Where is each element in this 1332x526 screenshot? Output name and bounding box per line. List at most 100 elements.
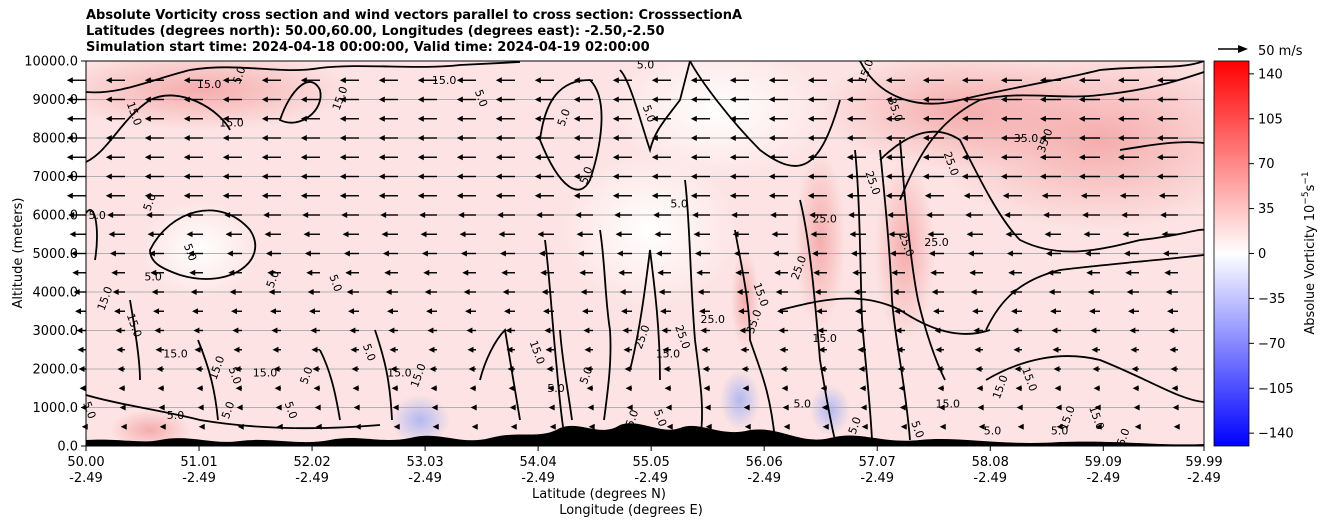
- wind-vector: [1014, 366, 1022, 372]
- colorbar-label-unit-exp: −1: [1301, 171, 1311, 184]
- contour-label-57: 5.0: [547, 382, 565, 395]
- wind-vector: [300, 192, 320, 199]
- wind-vector: [502, 289, 515, 295]
- contour-label-32: 5.0: [226, 365, 244, 386]
- wind-vector: [465, 308, 476, 315]
- wind-vector: [651, 96, 671, 103]
- wind-vector: [978, 423, 985, 430]
- wind-vector: [651, 135, 671, 141]
- wind-vector: [548, 404, 555, 411]
- wind-vector: [963, 192, 983, 199]
- wind-vectors: [66, 77, 1180, 430]
- wind-vector: [621, 308, 632, 315]
- wind-vector: [105, 77, 125, 84]
- wind-vector: [495, 77, 515, 84]
- wind-vector: [417, 173, 437, 180]
- wind-vector: [222, 77, 242, 84]
- wind-vector: [222, 135, 242, 141]
- contour-label-52: 5.0: [1114, 427, 1132, 448]
- wind-vector: [972, 308, 983, 315]
- wind-vector: [651, 154, 671, 161]
- wind-vector: [393, 423, 400, 430]
- wind-vector: [348, 308, 359, 315]
- wind-vector: [690, 192, 710, 199]
- x-tick-lon-0: -2.49: [69, 471, 103, 486]
- contour-label-22: 5.0: [577, 165, 595, 186]
- wind-vector: [193, 327, 203, 334]
- wind-vector: [692, 212, 710, 218]
- wind-vector: [273, 366, 281, 372]
- wind-vector: [183, 173, 203, 180]
- wind-vector: [965, 212, 983, 218]
- wind-vector: [1000, 77, 1022, 84]
- colorbar-label: Absolue Vorticity 10−5s−1: [1301, 171, 1318, 334]
- x-tick-lon-7: -2.49: [860, 471, 894, 486]
- x-tick-lat-10: 59.99: [1185, 455, 1222, 470]
- wind-vector: [105, 192, 125, 199]
- wind-vector: [690, 115, 710, 122]
- wind-vector: [778, 327, 788, 334]
- x-tick-lon-1: -2.49: [182, 471, 216, 486]
- wind-vector: [729, 154, 749, 161]
- wind-vector: [588, 423, 595, 430]
- wind-vector: [1128, 308, 1139, 315]
- contour-label-63: 5.0: [984, 424, 1002, 437]
- wind-vector: [534, 115, 554, 122]
- wind-vector: [107, 212, 125, 218]
- x-axis-ticks: 50.00-2.4951.01-2.4952.02-2.4953.03-2.49…: [67, 446, 1223, 486]
- wind-vector: [846, 154, 866, 161]
- wind-vector: [536, 212, 554, 218]
- wind-vector: [417, 135, 437, 141]
- colorbar-tick-label-3: 35: [1258, 202, 1275, 217]
- wind-vector: [927, 231, 944, 238]
- wind-vector: [937, 385, 944, 392]
- wind-vector: [885, 173, 905, 180]
- wind-vector: [807, 115, 827, 122]
- wind-vector: [612, 77, 632, 84]
- wind-vector: [612, 154, 632, 161]
- wind-vector: [612, 115, 632, 122]
- wind-vector: [495, 96, 515, 103]
- wind-vector: [729, 115, 749, 122]
- wind-vector: [1094, 404, 1101, 411]
- wind-vector: [1039, 115, 1061, 122]
- colorbar-tick-label-8: −140: [1258, 427, 1294, 442]
- wind-vector: [856, 327, 866, 334]
- wind-vector: [1121, 212, 1139, 218]
- wind-vector: [187, 250, 203, 257]
- wind-vector: [417, 154, 437, 161]
- wind-vector: [848, 212, 866, 218]
- x-tick-lon-6: -2.49: [747, 471, 781, 486]
- wind-vector: [744, 423, 751, 430]
- wind-vector: [582, 308, 593, 315]
- wind-vector: [1039, 154, 1061, 161]
- wind-vector: [666, 423, 673, 430]
- wind-vector: [1054, 385, 1061, 392]
- wind-vector: [922, 115, 944, 122]
- wind-vector: [1044, 231, 1061, 238]
- colorbar-label-exp: −5: [1301, 191, 1311, 204]
- wind-vector: [807, 135, 827, 141]
- wind-vector: [693, 231, 710, 238]
- wind-vector: [1123, 250, 1139, 257]
- wind-vector: [587, 404, 594, 411]
- wind-vector: [1008, 269, 1022, 276]
- wind-vector: [627, 423, 634, 430]
- wind-vector: [931, 289, 944, 295]
- wind-vector: [117, 366, 125, 372]
- wind-vector: [585, 366, 593, 372]
- wind-vector: [690, 154, 710, 161]
- wind-vector: [417, 77, 437, 84]
- wind-vector: [105, 115, 125, 122]
- wind-vector: [938, 404, 945, 411]
- chart-title-line-3: Simulation start time: 2024-04-18 00:00:…: [86, 40, 650, 55]
- wind-vector: [497, 212, 515, 218]
- wind-vector: [112, 289, 125, 295]
- wind-vector: [1131, 366, 1139, 372]
- wind-vector: [384, 269, 398, 276]
- wind-vector: [739, 327, 749, 334]
- wind-vector: [541, 289, 554, 295]
- wind-vector: [658, 289, 671, 295]
- wind-vector: [120, 423, 127, 430]
